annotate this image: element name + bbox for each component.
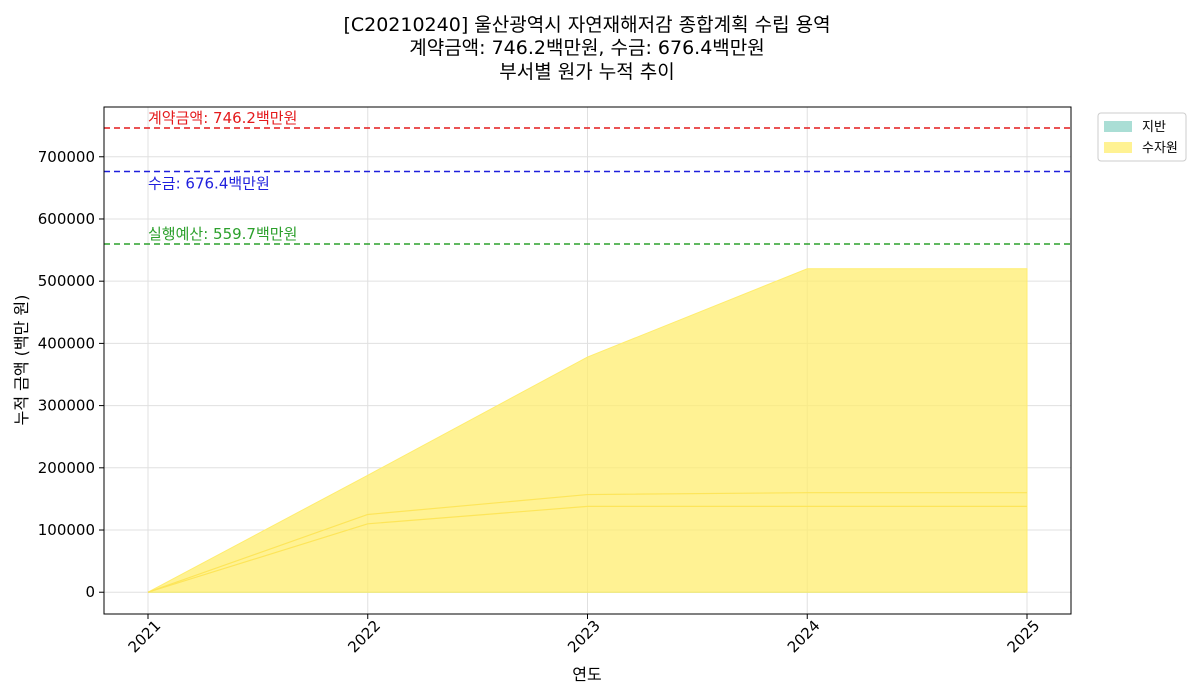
x-axis-label: 연도 <box>572 665 601 684</box>
x-tick-label: 2024 <box>784 617 824 657</box>
reference-label-2: 실행예산: 559.7백만원 <box>148 225 297 243</box>
area-layer <box>147 268 1028 593</box>
title-line-1: [C20210240] 울산광역시 자연재해저감 종합계획 수립 용역 <box>343 14 830 36</box>
area-boundary-line-1 <box>147 492 1027 593</box>
chart-title: [C20210240] 울산광역시 자연재해저감 종합계획 수립 용역 계약금액… <box>343 14 830 83</box>
y-tick-label: 200000 <box>38 459 95 477</box>
y-tick-label: 600000 <box>38 210 95 228</box>
x-tick-label: 2025 <box>1004 617 1044 657</box>
y-tick-label: 500000 <box>38 272 95 290</box>
x-tick-label: 2021 <box>125 617 165 657</box>
legend-label-sujawon: 수자원 <box>1142 141 1178 156</box>
x-tick-label: 2022 <box>344 617 384 657</box>
legend-swatch-sujawon <box>1104 142 1132 153</box>
y-tick-label: 0 <box>85 583 95 601</box>
title-line-3: 부서별 원가 누적 추이 <box>499 61 674 83</box>
area-series-1 <box>147 268 1028 593</box>
x-tick-label: 2023 <box>564 617 604 657</box>
title-line-2: 계약금액: 746.2백만원, 수금: 676.4백만원 <box>409 37 765 59</box>
legend-swatch-jiban <box>1104 121 1132 132</box>
legend: 지반 수자원 <box>1097 112 1187 162</box>
y-tick-label: 100000 <box>38 521 95 539</box>
reference-label-0: 계약금액: 746.2백만원 <box>148 109 297 127</box>
x-axis: 2021 2022 2023 2024 2025 <box>125 614 1044 657</box>
y-tick-label: 300000 <box>38 397 95 415</box>
y-axis-label: 누적 금액 (백만 원) <box>12 295 31 426</box>
y-axis: 0 100000 200000 300000 400000 500000 600000 700… <box>38 148 104 601</box>
area-boundary-line-0 <box>147 505 1027 593</box>
legend-label-jiban: 지반 <box>1142 120 1166 135</box>
y-tick-label: 400000 <box>38 334 95 352</box>
reference-label-1: 수금: 676.4백만원 <box>148 174 270 192</box>
y-tick-label: 700000 <box>38 148 95 166</box>
